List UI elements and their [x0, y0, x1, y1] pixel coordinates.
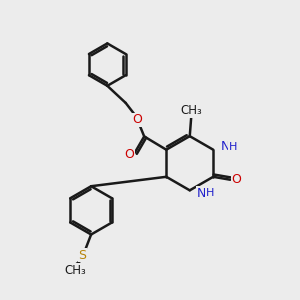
Text: H: H	[229, 142, 237, 152]
Text: O: O	[132, 113, 142, 126]
Text: CH₃: CH₃	[64, 264, 86, 277]
Text: H: H	[206, 188, 214, 198]
Text: O: O	[231, 173, 241, 186]
Text: S: S	[78, 249, 86, 262]
Text: CH₃: CH₃	[180, 104, 202, 117]
Text: O: O	[124, 148, 134, 160]
Text: N: N	[220, 140, 230, 153]
Text: N: N	[197, 187, 206, 200]
